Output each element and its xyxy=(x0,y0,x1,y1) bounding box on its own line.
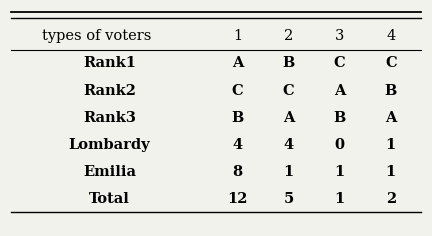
Text: A: A xyxy=(283,111,294,125)
Text: Rank2: Rank2 xyxy=(83,84,136,97)
Text: 2: 2 xyxy=(284,29,293,43)
Text: 1: 1 xyxy=(233,29,242,43)
Text: Total: Total xyxy=(89,192,130,206)
Text: C: C xyxy=(232,84,243,97)
Text: Emilia: Emilia xyxy=(83,165,136,179)
Text: Rank1: Rank1 xyxy=(83,56,136,70)
Text: 1: 1 xyxy=(386,138,396,152)
Text: 1: 1 xyxy=(283,165,294,179)
Text: 4: 4 xyxy=(232,138,242,152)
Text: types of voters: types of voters xyxy=(42,29,151,43)
Text: 0: 0 xyxy=(335,138,345,152)
Text: B: B xyxy=(231,111,244,125)
Text: C: C xyxy=(334,56,346,70)
Text: A: A xyxy=(334,84,345,97)
Text: B: B xyxy=(385,84,397,97)
Text: 2: 2 xyxy=(386,192,396,206)
Text: C: C xyxy=(283,84,294,97)
Text: B: B xyxy=(283,56,295,70)
Text: A: A xyxy=(385,111,397,125)
Text: 1: 1 xyxy=(334,165,345,179)
Text: Lombardy: Lombardy xyxy=(69,138,150,152)
Text: 1: 1 xyxy=(334,192,345,206)
Text: 4: 4 xyxy=(386,29,395,43)
Text: C: C xyxy=(385,56,397,70)
Text: 8: 8 xyxy=(232,165,242,179)
Text: 3: 3 xyxy=(335,29,344,43)
Text: B: B xyxy=(334,111,346,125)
Text: Rank3: Rank3 xyxy=(83,111,136,125)
Text: 5: 5 xyxy=(283,192,294,206)
Text: 12: 12 xyxy=(227,192,248,206)
Text: A: A xyxy=(232,56,243,70)
Text: 1: 1 xyxy=(386,165,396,179)
Text: 4: 4 xyxy=(283,138,294,152)
